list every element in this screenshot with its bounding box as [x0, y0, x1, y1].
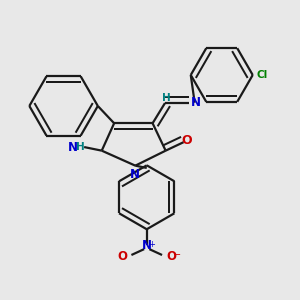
Text: N: N	[68, 141, 78, 154]
Text: N: N	[130, 168, 140, 181]
Text: N: N	[142, 239, 152, 252]
Text: O: O	[166, 250, 176, 263]
Text: H: H	[162, 94, 170, 103]
Text: O: O	[118, 250, 128, 263]
Text: −: −	[173, 250, 181, 260]
Text: O: O	[182, 134, 193, 147]
Text: Cl: Cl	[256, 70, 268, 80]
Text: N: N	[191, 96, 201, 109]
Text: +: +	[148, 240, 155, 249]
Text: H: H	[76, 142, 85, 152]
